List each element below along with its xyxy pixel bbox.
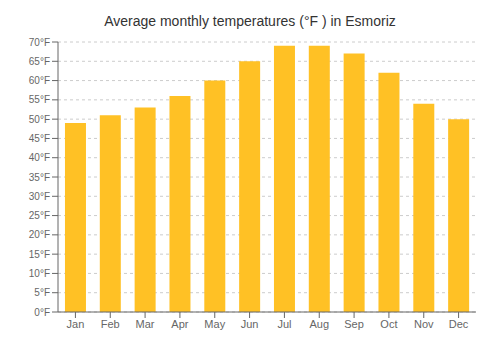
svg-text:Jul: Jul — [277, 318, 291, 330]
svg-text:5°F: 5°F — [34, 287, 50, 298]
svg-text:30°F: 30°F — [29, 191, 50, 202]
svg-text:15°F: 15°F — [29, 249, 50, 260]
svg-text:Feb: Feb — [101, 318, 120, 330]
svg-text:Apr: Apr — [171, 318, 188, 330]
svg-text:35°F: 35°F — [29, 172, 50, 183]
svg-text:40°F: 40°F — [29, 152, 50, 163]
svg-text:Aug: Aug — [309, 318, 329, 330]
svg-text:Nov: Nov — [414, 318, 434, 330]
svg-text:50°F: 50°F — [29, 114, 50, 125]
svg-text:Dec: Dec — [449, 318, 469, 330]
svg-text:45°F: 45°F — [29, 133, 50, 144]
svg-text:0°F: 0°F — [34, 307, 50, 318]
svg-text:10°F: 10°F — [29, 268, 50, 279]
svg-text:65°F: 65°F — [29, 56, 50, 67]
svg-text:Mar: Mar — [136, 318, 155, 330]
html-text:Average monthly temperatures (: Average monthly temperatures (°F ) in Es… — [104, 13, 396, 29]
svg-text:70°F: 70°F — [29, 37, 50, 48]
svg-text:25°F: 25°F — [29, 210, 50, 221]
svg-text:60°F: 60°F — [29, 75, 50, 86]
svg-text:Oct: Oct — [380, 318, 397, 330]
svg-text:55°F: 55°F — [29, 94, 50, 105]
svg-text:Jan: Jan — [67, 318, 85, 330]
svg-text:20°F: 20°F — [29, 229, 50, 240]
svg-text:Jun: Jun — [241, 318, 259, 330]
svg-text:May: May — [204, 318, 225, 330]
svg-text:Sep: Sep — [344, 318, 364, 330]
